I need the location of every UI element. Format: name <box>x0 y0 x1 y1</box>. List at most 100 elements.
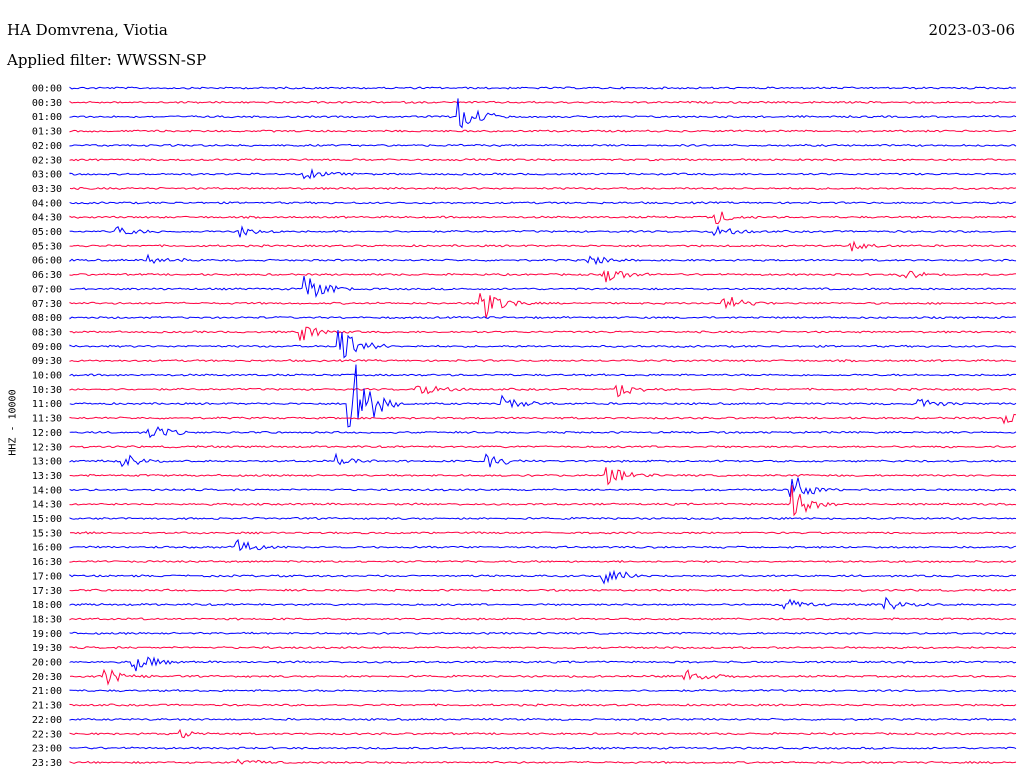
row-time-label: 07:00 <box>32 284 62 295</box>
row-time-label: 20:00 <box>32 658 62 669</box>
row-time-label: 09:30 <box>32 356 62 367</box>
trace-row <box>69 426 1017 439</box>
trace-row <box>69 588 1017 592</box>
trace-row <box>69 452 1017 468</box>
trace-row <box>69 746 1017 750</box>
row-time-label: 12:30 <box>32 442 62 453</box>
row-time-label: 10:30 <box>32 385 62 396</box>
row-time-label: 02:30 <box>32 155 62 166</box>
trace-row <box>69 559 1017 564</box>
trace-row <box>69 516 1017 521</box>
row-time-label: 17:30 <box>32 586 62 597</box>
trace-row <box>69 100 1017 104</box>
trace-row <box>69 538 1017 552</box>
trace-row <box>69 240 1017 252</box>
trace-row <box>69 758 1017 765</box>
row-time-label: 21:30 <box>32 701 62 712</box>
trace-row <box>69 717 1017 721</box>
row-time-label: 18:00 <box>32 600 62 611</box>
row-time-label: 19:30 <box>32 643 62 654</box>
trace-row <box>69 98 1017 129</box>
row-time-label: 14:00 <box>32 485 62 496</box>
row-time-label: 05:00 <box>32 227 62 238</box>
trace-row <box>69 445 1017 449</box>
trace-row <box>69 569 1017 585</box>
trace-row <box>69 596 1017 610</box>
trace-row <box>69 617 1017 621</box>
row-time-label: 20:30 <box>32 672 62 683</box>
row-time-label: 01:00 <box>32 112 62 123</box>
trace-row <box>69 373 1017 377</box>
row-time-label: 14:30 <box>32 500 62 511</box>
trace-row <box>69 364 1017 428</box>
row-time-label: 23:30 <box>32 758 62 769</box>
trace-row <box>69 129 1016 133</box>
row-time-label: 13:00 <box>32 457 62 468</box>
row-time-label: 03:30 <box>32 184 62 195</box>
row-time-label: 00:30 <box>32 98 62 109</box>
row-time-label: 04:00 <box>32 198 62 209</box>
trace-row <box>69 315 1017 320</box>
date-label: 2023-03-06 <box>928 21 1015 39</box>
trace-row <box>69 384 1017 398</box>
row-time-label: 15:00 <box>32 514 62 525</box>
row-time-label: 09:00 <box>32 342 62 353</box>
trace-row <box>69 269 1017 283</box>
row-time-label: 08:30 <box>32 327 62 338</box>
trace-row <box>69 329 1017 359</box>
row-time-label: 23:00 <box>32 744 62 755</box>
row-time-label: 04:30 <box>32 213 62 224</box>
row-time-label: 17:00 <box>32 571 62 582</box>
row-time-label: 19:00 <box>32 629 62 640</box>
trace-row <box>69 413 1017 425</box>
trace-row <box>69 293 1017 319</box>
trace-row <box>69 477 1017 498</box>
row-time-label: 13:30 <box>32 471 62 482</box>
row-time-label: 08:00 <box>32 313 62 324</box>
row-time-label: 15:30 <box>32 528 62 539</box>
row-time-label: 06:30 <box>32 270 62 281</box>
row-time-label: 00:00 <box>32 84 62 95</box>
trace-row <box>69 531 1017 535</box>
trace-row <box>69 253 1017 266</box>
row-time-label: 10:00 <box>32 371 62 382</box>
row-time-label: 12:00 <box>32 428 62 439</box>
trace-row <box>69 656 1017 672</box>
row-time-label: 03:00 <box>32 170 62 181</box>
trace-row <box>69 276 1017 298</box>
trace-row <box>69 86 1017 90</box>
trace-row <box>69 646 1016 650</box>
trace-row <box>69 211 1017 225</box>
row-time-label: 18:30 <box>32 614 62 625</box>
trace-row <box>69 186 1017 191</box>
trace-row <box>69 326 1017 341</box>
row-time-label: 16:30 <box>32 557 62 568</box>
row-time-label: 22:00 <box>32 715 62 726</box>
trace-row <box>69 158 1017 162</box>
trace-row <box>69 485 1017 517</box>
row-time-label: 01:30 <box>32 127 62 138</box>
trace-row <box>69 168 1017 180</box>
row-time-label: 11:30 <box>32 414 62 425</box>
trace-row <box>69 703 1017 707</box>
row-time-label: 11:00 <box>32 399 62 410</box>
row-time-label: 05:30 <box>32 241 62 252</box>
trace-row <box>69 201 1017 205</box>
filter-label: Applied filter: WWSSN-SP <box>7 51 207 69</box>
row-time-label: 21:00 <box>32 686 62 697</box>
trace-row <box>69 728 1017 739</box>
row-time-label: 02:00 <box>32 141 62 152</box>
trace-row <box>69 689 1017 693</box>
row-time-label: 06:00 <box>32 256 62 267</box>
row-time-label: 16:00 <box>32 543 62 554</box>
trace-row <box>69 467 1017 486</box>
station-title: HA Domvrena, Viotia <box>7 21 168 39</box>
trace-row <box>69 359 1017 363</box>
row-time-label: 22:30 <box>32 729 62 740</box>
trace-row <box>69 143 1017 147</box>
trace-row <box>69 225 1017 238</box>
trace-row <box>69 631 1017 635</box>
row-time-label: 07:30 <box>32 299 62 310</box>
trace-row <box>69 668 1017 686</box>
